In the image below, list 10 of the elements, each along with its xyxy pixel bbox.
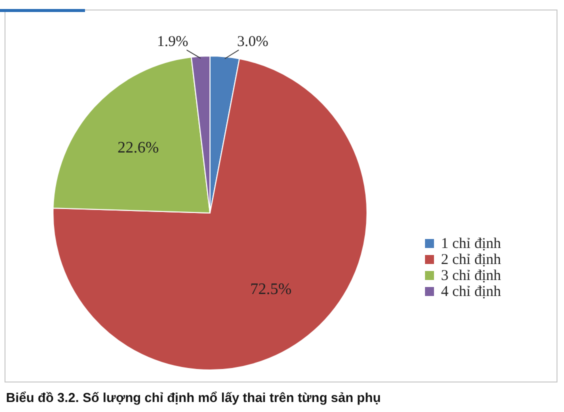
text: Biểu đồ 3.2. Số lượng chỉ định mổ lấy thai trên từng sản phụ <box>6 390 381 405</box>
legend-label: 3 chỉ định <box>441 268 502 284</box>
data-label: 22.6% <box>118 139 159 156</box>
pie-slice <box>52 58 368 370</box>
legend-label: 1 chỉ định <box>441 236 502 252</box>
data-label: 3.0% <box>237 34 268 50</box>
data-label: 72.5% <box>250 280 292 298</box>
legend-label: 4 chỉ định <box>441 284 502 300</box>
legend-label: 2 chỉ định <box>441 252 502 268</box>
data-label: 1.9% <box>157 34 188 50</box>
